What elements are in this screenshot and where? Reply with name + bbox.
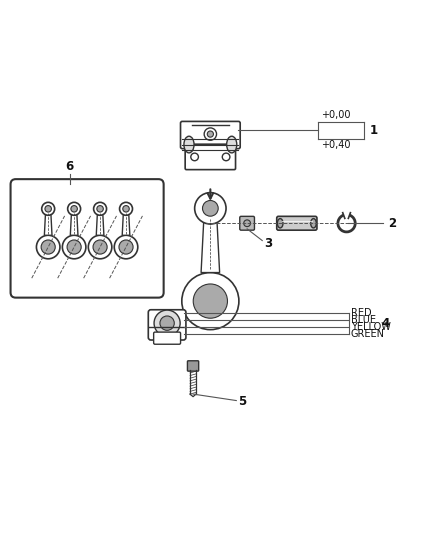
FancyBboxPatch shape: [240, 216, 254, 230]
Text: BLUE: BLUE: [351, 314, 376, 325]
Circle shape: [207, 131, 213, 137]
Ellipse shape: [184, 136, 194, 153]
Text: 2: 2: [388, 217, 396, 230]
Circle shape: [193, 284, 227, 318]
Circle shape: [94, 203, 106, 215]
Text: 6: 6: [66, 160, 74, 174]
Circle shape: [154, 310, 180, 336]
Circle shape: [191, 153, 198, 161]
Circle shape: [71, 206, 78, 212]
Text: GREEN: GREEN: [351, 328, 385, 338]
FancyBboxPatch shape: [148, 310, 186, 340]
Circle shape: [36, 235, 60, 259]
Polygon shape: [44, 212, 52, 235]
Circle shape: [67, 240, 81, 254]
Circle shape: [204, 128, 216, 140]
Text: RED: RED: [351, 308, 371, 318]
Circle shape: [244, 220, 251, 227]
FancyBboxPatch shape: [187, 361, 199, 371]
Circle shape: [62, 235, 86, 259]
Circle shape: [123, 206, 129, 212]
Text: 3: 3: [265, 237, 272, 250]
Text: 1: 1: [370, 124, 378, 137]
Text: YELLOW: YELLOW: [351, 321, 391, 332]
Ellipse shape: [311, 219, 316, 228]
Circle shape: [97, 206, 103, 212]
Circle shape: [119, 240, 133, 254]
Circle shape: [223, 153, 230, 161]
Circle shape: [120, 203, 132, 215]
Circle shape: [41, 240, 55, 254]
FancyBboxPatch shape: [185, 144, 236, 169]
FancyBboxPatch shape: [277, 216, 317, 230]
FancyBboxPatch shape: [180, 122, 240, 149]
Text: 4: 4: [381, 317, 389, 329]
Polygon shape: [122, 212, 130, 235]
Circle shape: [42, 203, 55, 215]
Polygon shape: [201, 217, 219, 272]
Circle shape: [114, 235, 138, 259]
Ellipse shape: [277, 219, 283, 228]
Circle shape: [202, 200, 218, 216]
Circle shape: [93, 240, 107, 254]
Polygon shape: [96, 212, 104, 235]
FancyBboxPatch shape: [154, 332, 180, 344]
Circle shape: [182, 272, 239, 329]
Polygon shape: [71, 212, 78, 235]
Circle shape: [88, 235, 112, 259]
Ellipse shape: [226, 136, 237, 153]
Circle shape: [194, 192, 226, 224]
Text: +0,00: +0,00: [321, 110, 350, 120]
Text: +0,40: +0,40: [321, 140, 350, 150]
Circle shape: [45, 206, 51, 212]
Circle shape: [160, 316, 174, 330]
Circle shape: [67, 203, 81, 215]
Text: 5: 5: [238, 395, 247, 408]
FancyBboxPatch shape: [11, 179, 164, 297]
